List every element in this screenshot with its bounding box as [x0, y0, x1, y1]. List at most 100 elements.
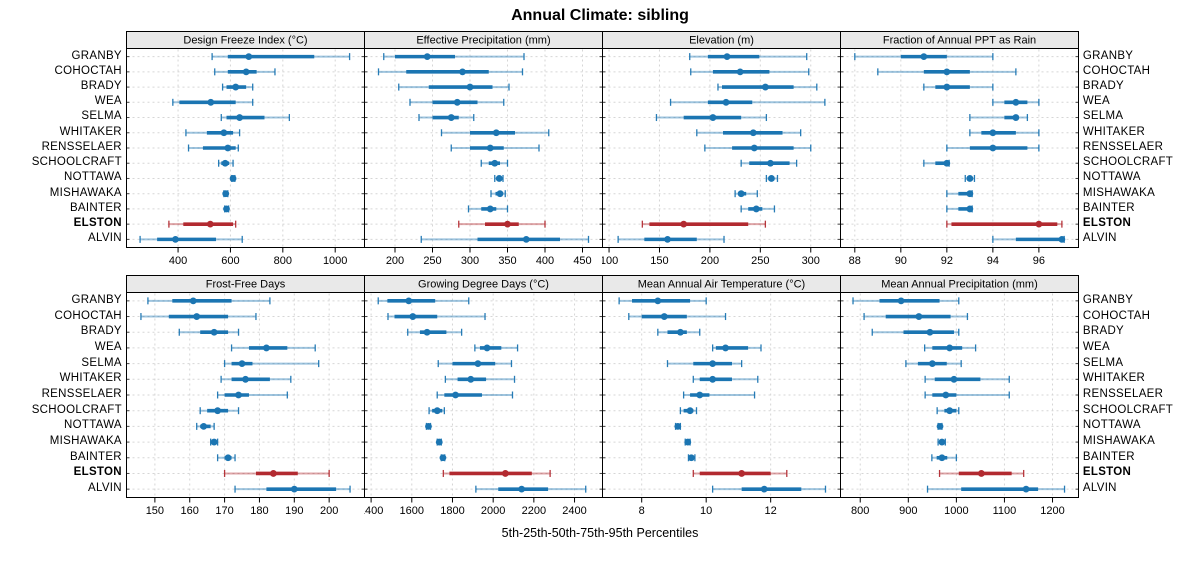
site-label-alvin: ALVIN: [1082, 482, 1117, 495]
median-dot: [664, 235, 671, 243]
series-bainter: [467, 205, 509, 213]
median-dot: [224, 454, 232, 462]
median-dot: [966, 175, 974, 182]
series-whitaker: [185, 129, 241, 137]
series-elston: [641, 220, 766, 228]
site-label-brady: BRADY: [80, 325, 122, 338]
median-dot: [897, 297, 905, 305]
median-dot: [654, 297, 662, 305]
panels-top: Design Freeze Index (°C) 400 600 800 1000 Eff…: [125, 31, 1079, 272]
axis-tick-label: 190: [285, 505, 303, 517]
median-dot: [926, 328, 934, 336]
series-nottawa: [674, 422, 682, 430]
series-brady: [406, 328, 463, 336]
series-selma: [418, 114, 475, 122]
site-label-whitaker: WHITAKER: [1082, 372, 1146, 385]
strip-title: Elevation (m): [689, 35, 754, 47]
site-label-granby: GRANBY: [1082, 293, 1134, 306]
site-label-nottawa: NOTTAWA: [1082, 171, 1141, 184]
axis-tick-label: 1600: [399, 505, 423, 517]
series-schoolcraft: [936, 407, 960, 415]
series-rensselaer: [682, 391, 756, 399]
median-dot: [474, 360, 482, 368]
median-dot: [518, 485, 525, 493]
median-dot: [950, 375, 958, 383]
series-whitaker: [220, 375, 292, 383]
series-selma: [437, 360, 513, 368]
series-rensselaer: [187, 144, 239, 152]
median-dot: [760, 485, 768, 493]
series-granby: [854, 53, 994, 61]
series-elston: [168, 220, 237, 228]
series-elston: [223, 469, 330, 477]
median-dot: [433, 407, 441, 415]
median-dot: [290, 485, 298, 493]
series-cohoctah: [863, 313, 968, 321]
series-mishawaka: [937, 438, 946, 446]
median-dot: [737, 190, 745, 198]
median-dot: [423, 328, 431, 336]
site-label-rensselaer: RENSSELAER: [1082, 387, 1164, 400]
site-label-cohoctah: COHOCTAH: [1082, 64, 1151, 77]
axis-tick-label: 2000: [481, 505, 505, 517]
site-labels-bottom-right: GRANBY COHOCTAH BRADY WEA SELMA WHITAKER RENSS…: [1079, 275, 1176, 496]
median-dot: [722, 98, 730, 106]
median-dot: [943, 68, 951, 76]
median-dot: [242, 375, 249, 383]
series-elston: [938, 469, 1025, 477]
axis-tick-label: 10: [700, 505, 712, 517]
median-dot: [709, 375, 716, 383]
axis-tick-label: 1100: [993, 505, 1017, 517]
median-dot: [235, 391, 242, 399]
site-label-whitaker: WHITAKER: [59, 372, 122, 385]
series-selma: [655, 114, 767, 122]
median-dot: [938, 454, 946, 462]
axis-tick-label: 450: [573, 255, 591, 267]
axis-tick-label: 250: [751, 255, 769, 267]
median-dot: [221, 159, 229, 167]
median-dot: [495, 175, 503, 182]
median-dot: [486, 205, 494, 213]
site-label-brady: BRADY: [1082, 80, 1125, 93]
series-whitaker: [440, 129, 550, 137]
series-rensselaer: [924, 391, 1010, 399]
median-dot: [483, 344, 491, 352]
axis-tick-label: 160: [180, 505, 198, 517]
panel-grid: GRANBY COHOCTAH BRADY WEA SELMA WHITAKER RENSS…: [20, 31, 1176, 522]
median-dot: [966, 205, 974, 213]
site-label-schoolcraft: SCHOOLCRAFT: [31, 403, 122, 416]
median-dot: [242, 68, 250, 76]
median-dot: [936, 422, 944, 430]
axis-tick-label: 94: [987, 255, 999, 267]
median-dot: [214, 407, 221, 415]
series-bainter: [740, 205, 776, 213]
site-label-mishawaka: MISHAWAKA: [49, 186, 122, 199]
site-label-alvin: ALVIN: [88, 482, 122, 495]
median-dot: [491, 159, 499, 167]
series-alvin: [926, 485, 1066, 493]
series-selma: [220, 114, 290, 122]
median-dot: [453, 98, 461, 106]
axis-tick-label: 1400: [364, 505, 383, 517]
site-label-wea: WEA: [1082, 340, 1111, 353]
axis-tick-label: 100: [602, 255, 618, 267]
series-schoolcraft: [428, 407, 445, 415]
series-whitaker: [924, 375, 1010, 383]
series-mishawaka: [490, 190, 506, 198]
axis-tick-label: 1800: [440, 505, 464, 517]
series-schoolcraft: [679, 407, 698, 415]
series-wea: [923, 344, 977, 352]
strip-title: Frost-Free Days: [206, 279, 286, 291]
median-dot: [236, 114, 243, 121]
series-elston: [442, 469, 551, 477]
axis-tick-label: 12: [764, 505, 776, 517]
series-brady: [398, 83, 510, 91]
strip-title: Fraction of Annual PPT as Rain: [883, 35, 1036, 47]
series-mishawaka: [209, 438, 219, 446]
median-dot: [738, 470, 745, 477]
median-dot: [486, 144, 494, 152]
site-label-brady: BRADY: [1082, 325, 1125, 338]
median-dot: [269, 470, 277, 477]
median-dot: [405, 297, 413, 305]
median-dot: [210, 438, 218, 446]
